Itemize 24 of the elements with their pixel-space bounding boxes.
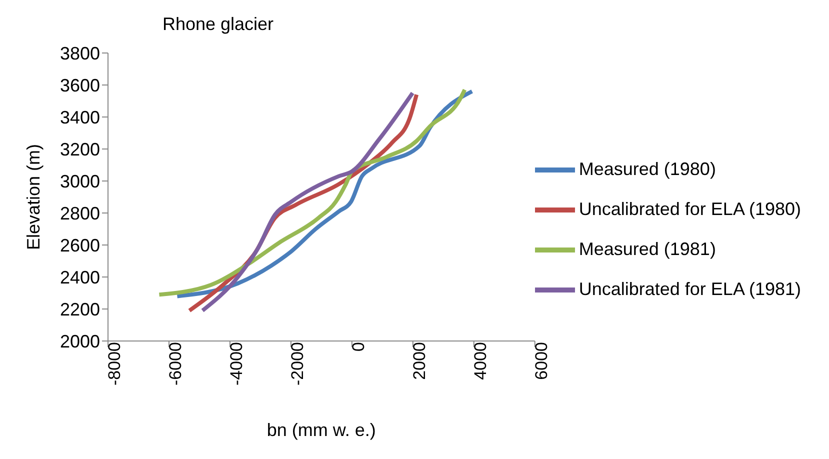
x-tick-label: -6000 [166,342,186,386]
y-tick-label: 3400 [60,107,100,128]
y-axis-title: Elevation (m) [23,144,44,250]
x-tick-label: -2000 [288,342,308,386]
x-tick-label: 6000 [532,342,551,380]
legend-label: Measured (1980) [578,158,716,178]
y-tick-label: 3000 [60,171,100,192]
y-tick-label: 2400 [60,267,100,288]
x-tick-label: 2000 [410,342,429,380]
chart-title: Rhone glacier [162,14,274,34]
y-tick-label: 2800 [60,203,100,224]
y-tick-label: 2600 [60,235,100,256]
y-tick-label: 2200 [60,299,100,320]
y-tick-label: 3600 [60,75,100,96]
x-axis-title: bn (mm w. e.) [266,420,376,440]
x-tick-label: -4000 [227,342,246,386]
legend-label: Measured (1981) [578,238,716,258]
x-tick-label: 0 [348,342,368,352]
y-tick-label: 3200 [60,139,100,160]
y-tick-label: 3800 [60,43,100,64]
x-tick-label: -8000 [105,342,124,386]
legend-label: Uncalibrated for ELA (1980) [578,198,801,218]
legend-label: Uncalibrated for ELA (1981) [578,278,801,298]
x-tick-label: 4000 [470,342,490,380]
